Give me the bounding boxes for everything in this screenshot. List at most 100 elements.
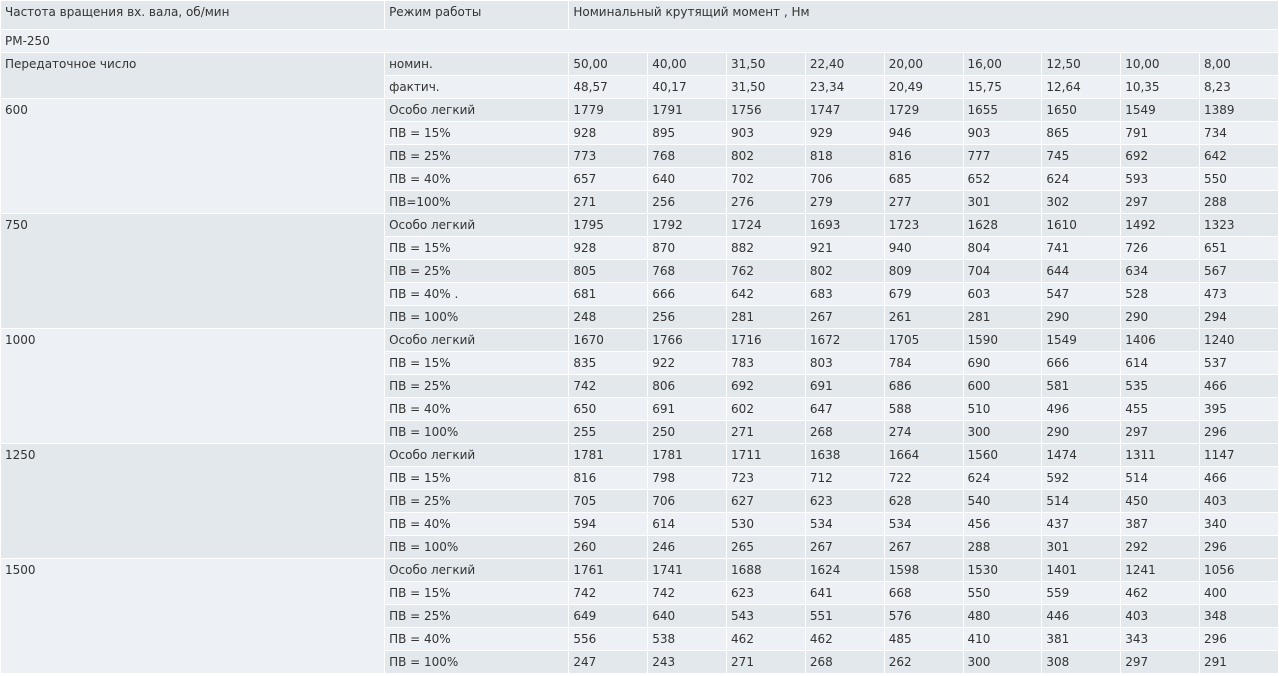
value-cell: 692 xyxy=(1121,145,1200,167)
value-cell: 450 xyxy=(1121,490,1200,512)
table-row: 750 Особо легкий 1795 1792 1724 1693 1723 1628 1… xyxy=(1,214,1278,328)
value-cell: 271 xyxy=(727,421,805,443)
value-cell: 277 xyxy=(884,191,963,213)
value-cell: 1664 xyxy=(884,444,963,466)
value-cell: 940 xyxy=(884,237,963,259)
value-cell: 652 xyxy=(963,168,1042,190)
table-row: 1000 Особо легкий 1670 1766 1716 1672 1705 1590… xyxy=(1,329,1278,443)
value-cell: 602 xyxy=(727,398,805,420)
speed-cell: 1500 xyxy=(1,559,385,673)
value-cell: 1056 xyxy=(1200,559,1278,581)
value-cell: 288 xyxy=(963,536,1042,558)
value-cell: 556 xyxy=(569,628,648,650)
value-cell: 1741 xyxy=(648,559,727,581)
mode-cell: ПВ = 100% xyxy=(385,421,569,443)
value-cell: 1240 xyxy=(1200,329,1278,351)
value-cell: 624 xyxy=(1042,168,1121,190)
value-cell: 1610 xyxy=(1042,214,1121,236)
value-cell: 466 xyxy=(1200,375,1278,397)
value-cell: 741 xyxy=(1042,237,1121,259)
value-cell: 530 xyxy=(727,513,805,535)
value-cell: 903 xyxy=(727,122,805,144)
value-cell: 296 xyxy=(1200,628,1278,650)
value-cell: 642 xyxy=(727,283,805,305)
value-cell: 243 xyxy=(648,651,727,673)
value-cell: 271 xyxy=(727,651,805,673)
ratio-row: фактич. 48,57 40,17 31,50 23,34 20,49 15,75 12,… xyxy=(1,76,1278,98)
value-cell: 276 xyxy=(727,191,805,213)
value-cell: 928 xyxy=(569,122,648,144)
mode-cell: ПВ = 15% xyxy=(385,237,569,259)
table-row: ПВ = 40% 556 538 462 462 485 410 381 343 296 xyxy=(1,628,1278,650)
value-cell: 768 xyxy=(648,260,727,282)
mode-cell: Особо легкий xyxy=(385,559,569,581)
value-cell: 12,50 xyxy=(1042,53,1121,75)
value-cell: 551 xyxy=(805,605,884,627)
value-cell: 480 xyxy=(963,605,1042,627)
value-cell: 387 xyxy=(1121,513,1200,535)
table-row: ПВ = 25% 705 706 627 623 628 540 514 450 403 xyxy=(1,490,1278,512)
value-cell: 614 xyxy=(648,513,727,535)
value-cell: 816 xyxy=(569,467,648,489)
value-cell: 581 xyxy=(1042,375,1121,397)
mode-cell: ПВ = 100% xyxy=(385,651,569,673)
value-cell: 348 xyxy=(1200,605,1278,627)
value-cell: 297 xyxy=(1121,191,1200,213)
value-cell: 588 xyxy=(884,398,963,420)
value-cell: 734 xyxy=(1200,122,1278,144)
value-cell: 685 xyxy=(884,168,963,190)
value-cell: 510 xyxy=(963,398,1042,420)
value-cell: 624 xyxy=(963,467,1042,489)
value-cell: 540 xyxy=(963,490,1042,512)
value-cell: 455 xyxy=(1121,398,1200,420)
mode-cell: ПВ = 25% xyxy=(385,145,569,167)
value-cell: 593 xyxy=(1121,168,1200,190)
value-cell: 446 xyxy=(1042,605,1121,627)
value-cell: 10,00 xyxy=(1121,53,1200,75)
mode-cell: ПВ = 25% xyxy=(385,375,569,397)
value-cell: 261 xyxy=(884,306,963,328)
value-cell: 462 xyxy=(805,628,884,650)
value-cell: 1474 xyxy=(1042,444,1121,466)
value-cell: 666 xyxy=(648,283,727,305)
value-cell: 247 xyxy=(569,651,648,673)
table-row: ПВ = 15% 835 922 783 803 784 690 666 614 537 xyxy=(1,352,1278,374)
value-cell: 1729 xyxy=(884,99,963,121)
value-cell: 550 xyxy=(963,582,1042,604)
value-cell: 1628 xyxy=(963,214,1042,236)
ratio-label: Передаточное число xyxy=(1,53,385,98)
value-cell: 1638 xyxy=(805,444,884,466)
value-cell: 290 xyxy=(1042,421,1121,443)
value-cell: 691 xyxy=(648,398,727,420)
model-row: РМ-250 xyxy=(1,30,1278,52)
value-cell: 594 xyxy=(569,513,648,535)
value-cell: 882 xyxy=(727,237,805,259)
value-cell: 267 xyxy=(805,536,884,558)
value-cell: 921 xyxy=(805,237,884,259)
value-cell: 265 xyxy=(727,536,805,558)
value-cell: 291 xyxy=(1200,651,1278,673)
value-cell: 804 xyxy=(963,237,1042,259)
value-cell: 262 xyxy=(884,651,963,673)
value-cell: 702 xyxy=(727,168,805,190)
value-cell: 783 xyxy=(727,352,805,374)
value-cell: 31,50 xyxy=(727,76,805,98)
value-cell: 267 xyxy=(884,536,963,558)
value-cell: 640 xyxy=(648,168,727,190)
value-cell: 773 xyxy=(569,145,648,167)
value-cell: 657 xyxy=(569,168,648,190)
value-cell: 514 xyxy=(1121,467,1200,489)
value-cell: 903 xyxy=(963,122,1042,144)
value-cell: 928 xyxy=(569,237,648,259)
value-cell: 806 xyxy=(648,375,727,397)
value-cell: 1655 xyxy=(963,99,1042,121)
value-cell: 290 xyxy=(1121,306,1200,328)
value-cell: 466 xyxy=(1200,467,1278,489)
value-cell: 1791 xyxy=(648,99,727,121)
value-cell: 343 xyxy=(1121,628,1200,650)
value-cell: 340 xyxy=(1200,513,1278,535)
table-row: ПВ = 25% 805 768 762 802 809 704 644 634 567 xyxy=(1,260,1278,282)
value-cell: 922 xyxy=(648,352,727,374)
value-cell: 248 xyxy=(569,306,648,328)
value-cell: 20,49 xyxy=(884,76,963,98)
